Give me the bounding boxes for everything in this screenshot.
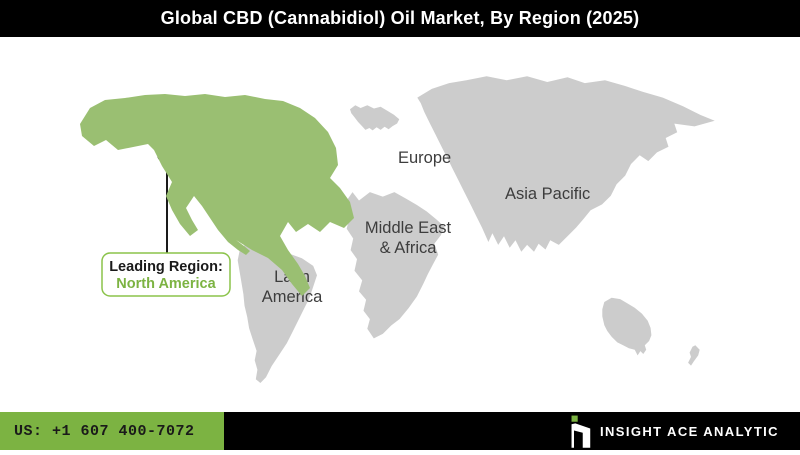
- svg-text:Middle East: Middle East: [365, 219, 452, 237]
- svg-text:Europe: Europe: [398, 149, 451, 167]
- svg-text:North America: North America: [116, 276, 216, 292]
- svg-text:Asia Pacific: Asia Pacific: [505, 185, 590, 203]
- svg-text:America: America: [262, 288, 323, 306]
- svg-text:& Africa: & Africa: [380, 239, 438, 257]
- svg-text:Leading Region:: Leading Region:: [109, 259, 223, 275]
